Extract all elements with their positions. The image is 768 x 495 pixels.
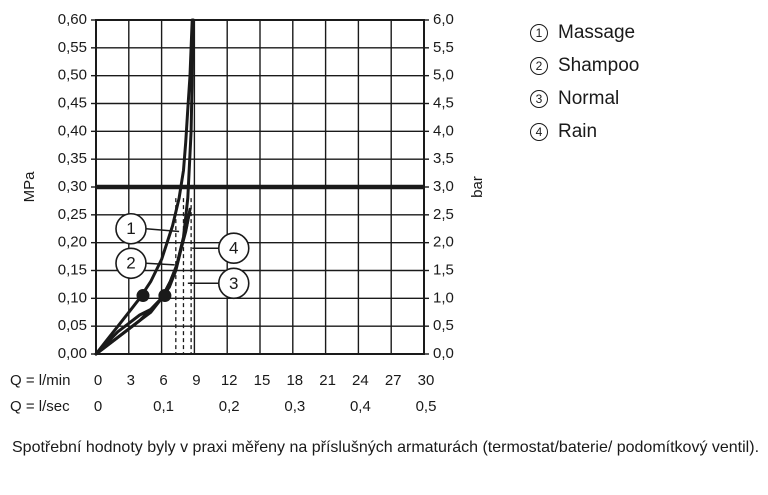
y-left-tick-label: 0,25 <box>58 206 87 223</box>
y-right-tick-label: 0,0 <box>433 345 454 362</box>
y-left-tick-label: 0,55 <box>58 39 87 56</box>
y-right-axis-label: bar <box>469 176 486 198</box>
y-left-tick-label: 0,40 <box>58 122 87 139</box>
y-left-tick-label: 0,50 <box>58 67 87 84</box>
callout-circle <box>115 212 147 245</box>
y-right-tick-label: 6,0 <box>433 11 454 28</box>
legend-marker: 3 <box>530 89 548 108</box>
y-left-tick-label: 0,15 <box>58 261 87 278</box>
callout-leader <box>145 262 175 266</box>
y-right-tick-label: 3,5 <box>433 150 454 167</box>
callout-circle <box>217 267 250 300</box>
x-row2-tick-label: 0,5 <box>416 398 437 415</box>
x-row2-tick-label: 0,4 <box>350 398 371 415</box>
x-row1-tick-label: 30 <box>418 372 435 389</box>
legend-item-normal: 3 Normal <box>530 82 639 115</box>
footnote: Spotřební hodnoty byly v praxi měřeny na… <box>12 439 760 456</box>
y-left-tick-label: 0,20 <box>58 234 87 251</box>
callout-circle <box>115 247 147 280</box>
y-right-tick-label: 4,0 <box>433 122 454 139</box>
y-right-tick-label: 0,5 <box>433 317 454 334</box>
x-row2-tick-label: 0,2 <box>219 398 240 415</box>
legend-item-rain: 4 Rain <box>530 115 639 148</box>
y-right-tick-label: 2,5 <box>433 206 454 223</box>
y-right-tick-label: 5,0 <box>433 67 454 84</box>
callout-label: 1 <box>126 219 135 238</box>
legend-item-shampoo: 2 Shampoo <box>530 49 639 82</box>
legend-label: Massage <box>558 21 636 43</box>
y-right-tick-label: 1,0 <box>433 289 454 306</box>
x-row2-label: Q = l/sec <box>10 398 70 415</box>
x-row1-tick-label: 21 <box>319 372 336 389</box>
x-row2-tick-label: 0,1 <box>153 398 174 415</box>
legend-label: Normal <box>558 87 620 109</box>
x-row1-label: Q = l/min <box>10 372 70 389</box>
y-left-tick-label: 0,10 <box>58 289 87 306</box>
y-left-tick-label: 0,05 <box>58 317 87 334</box>
y-left-axis-label: MPa <box>21 171 38 203</box>
callout-label: 4 <box>229 239 238 258</box>
x-row1-tick-label: 0 <box>94 372 102 389</box>
x-row1-tick-label: 3 <box>127 372 135 389</box>
y-right-tick-label: 4,5 <box>433 94 454 111</box>
legend-item-massage: 1 Massage <box>530 16 639 49</box>
x-row1-tick-label: 9 <box>192 372 200 389</box>
data-point-marker <box>136 289 150 303</box>
callout-label: 3 <box>229 274 238 293</box>
y-left-tick-label: 0,35 <box>58 150 87 167</box>
x-row2-tick-label: 0,3 <box>284 398 305 415</box>
y-left-tick-label: 0,00 <box>58 345 87 362</box>
y-left-tick-label: 0,60 <box>58 11 87 28</box>
legend-label: Rain <box>558 120 598 142</box>
x-row1-tick-label: 27 <box>385 372 402 389</box>
callout-leader <box>145 228 180 233</box>
y-left-tick-label: 0,30 <box>58 178 87 195</box>
legend-label: Shampoo <box>558 54 640 76</box>
x-row1-tick-label: 18 <box>286 372 303 389</box>
y-right-tick-label: 2,0 <box>433 234 454 251</box>
legend-marker: 1 <box>530 23 548 42</box>
legend: 1 Massage 2 Shampoo 3 Normal 4 Rain <box>530 16 639 148</box>
x-row1-tick-label: 6 <box>159 372 167 389</box>
y-right-tick-label: 5,5 <box>433 39 454 56</box>
legend-marker: 2 <box>530 56 548 75</box>
y-right-tick-label: 1,5 <box>433 261 454 278</box>
series-line-massage <box>94 18 194 356</box>
flow-pressure-chart: 0,00 0,00,05 0,50,10 1,00,15 1,50,20 2,00,25 2… <box>10 11 486 415</box>
y-right-tick-label: 3,0 <box>433 178 454 195</box>
x-row2-tick-label: 0 <box>94 398 102 415</box>
x-row1-tick-label: 12 <box>221 372 238 389</box>
callout-circle <box>217 232 250 265</box>
x-row1-tick-label: 15 <box>254 372 271 389</box>
data-point-marker <box>158 289 172 303</box>
x-row1-tick-label: 24 <box>352 372 369 389</box>
callout-label: 2 <box>126 254 135 273</box>
legend-marker: 4 <box>530 122 548 141</box>
y-left-tick-label: 0,45 <box>58 94 87 111</box>
